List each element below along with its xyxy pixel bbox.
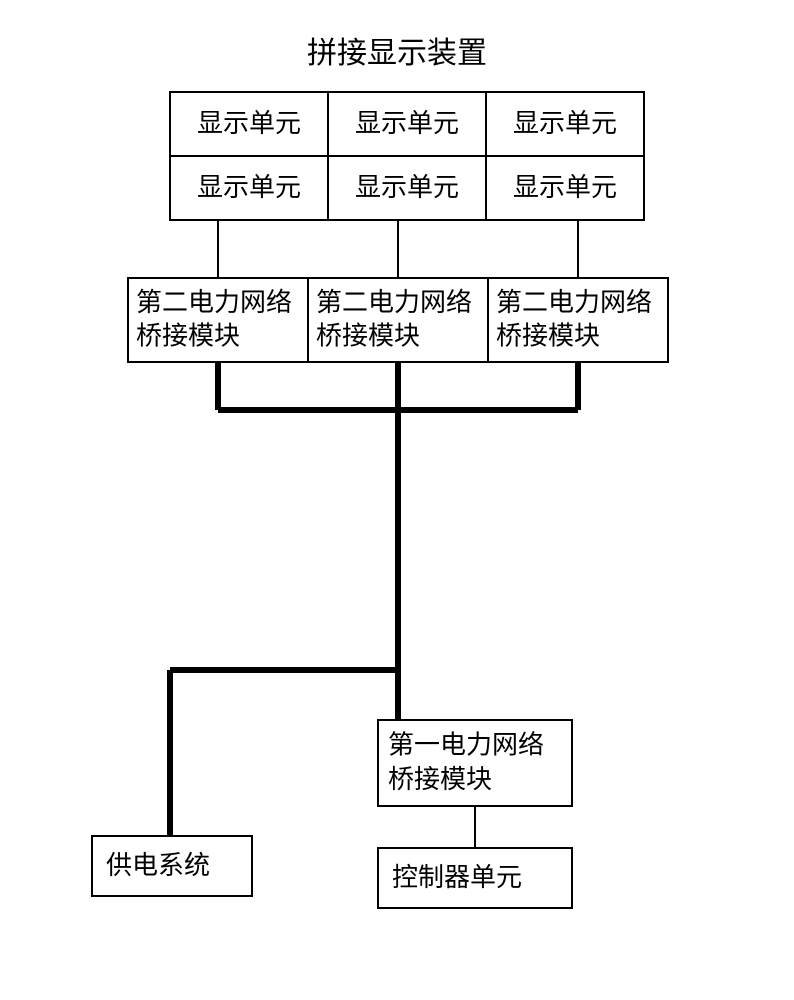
power-label: 供电系统 [106, 851, 210, 880]
bridge2-label-line2: 桥接模块 [136, 321, 240, 350]
bridge1-label-line1: 第一电力网络 [388, 730, 544, 759]
display-unit-label: 显示单元 [513, 109, 617, 138]
controller-label: 控制器单元 [392, 863, 522, 892]
display-unit-label: 显示单元 [197, 109, 301, 138]
bridge2-label-line1: 第二电力网络 [316, 288, 472, 317]
diagram-title: 拼接显示装置 [307, 37, 487, 70]
display-unit-label: 显示单元 [355, 173, 459, 202]
display-unit-label: 显示单元 [513, 173, 617, 202]
bridge2-label-line2: 桥接模块 [316, 321, 420, 350]
display-unit-label: 显示单元 [197, 173, 301, 202]
display-unit-label: 显示单元 [355, 109, 459, 138]
bridge2-label-line2: 桥接模块 [496, 321, 600, 350]
bridge2-label-line1: 第二电力网络 [136, 288, 292, 317]
bridge1-label-line2: 桥接模块 [388, 765, 492, 794]
bridge2-label-line1: 第二电力网络 [496, 288, 652, 317]
